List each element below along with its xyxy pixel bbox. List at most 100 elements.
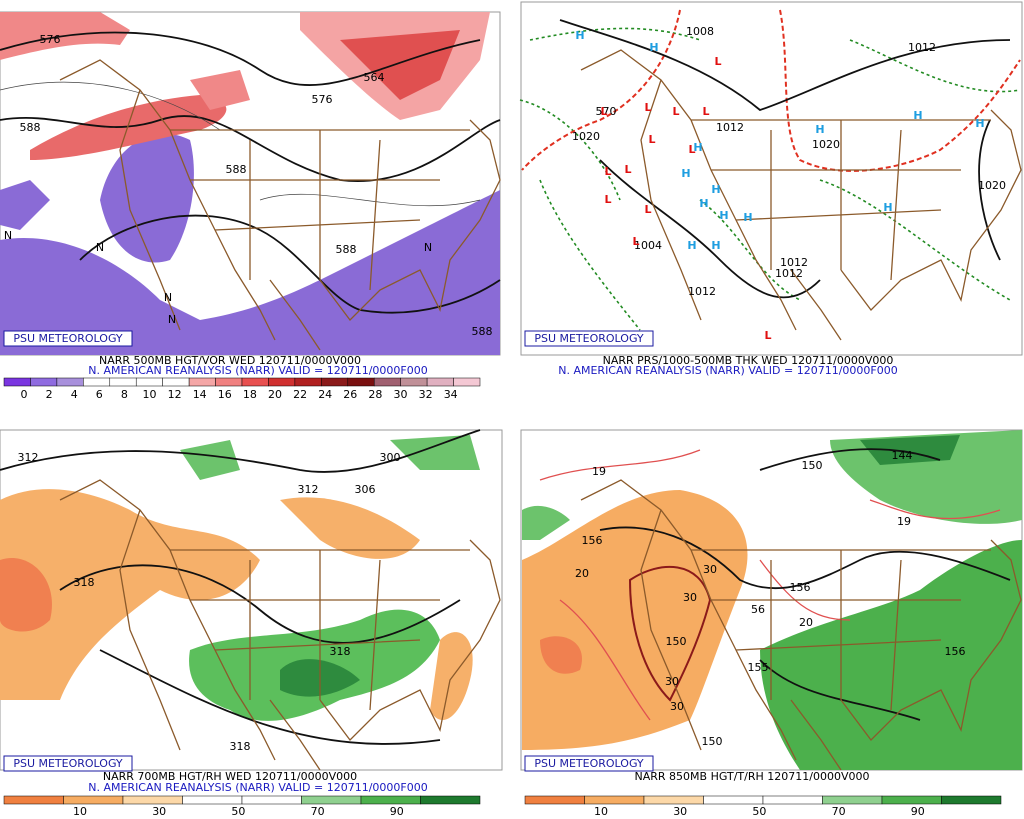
colorbar-segment bbox=[30, 377, 58, 387]
contour-label: 150 bbox=[802, 459, 823, 472]
colorbar-tick-label: 24 bbox=[318, 388, 332, 401]
humidity-area bbox=[180, 435, 480, 480]
colorbar-segment bbox=[321, 377, 349, 387]
colorbar-segment bbox=[3, 795, 64, 805]
contour-label: 318 bbox=[330, 645, 351, 658]
colorbar-tick-label: 4 bbox=[71, 388, 78, 401]
colorbar-tick-label: 32 bbox=[419, 388, 433, 401]
pressure-center: H bbox=[681, 167, 690, 180]
contour-label: N bbox=[164, 291, 172, 304]
colorbar-segment bbox=[182, 795, 243, 805]
colorbar-segment bbox=[360, 795, 421, 805]
colorbar-segment bbox=[162, 377, 190, 387]
colorbar-tick-label: 22 bbox=[293, 388, 307, 401]
panel-700mb bbox=[0, 429, 503, 771]
colorbar-tick-label: 0 bbox=[21, 388, 28, 401]
colorbar-tick-label: 16 bbox=[218, 388, 232, 401]
colorbar-segment bbox=[584, 795, 645, 805]
contour-label: 1012 bbox=[716, 121, 744, 134]
vorticity-area bbox=[0, 180, 50, 230]
colorbar-segment bbox=[703, 795, 764, 805]
colorbar-segment bbox=[881, 795, 942, 805]
colorbar-tick-label: 20 bbox=[268, 388, 282, 401]
colorbar-segment bbox=[643, 795, 704, 805]
map-subtitle: N. AMERICAN REANALYSIS (NARR) VALID = 12… bbox=[88, 364, 428, 377]
pressure-center: H bbox=[687, 239, 696, 252]
contour-label: 312 bbox=[298, 483, 319, 496]
colorbar-tick-label: 10 bbox=[73, 805, 87, 818]
colorbar-tick-label: 30 bbox=[152, 805, 166, 818]
height-contour bbox=[79, 214, 501, 314]
colorbar-segment bbox=[822, 795, 883, 805]
height-contour bbox=[0, 115, 501, 183]
colorbar-segment bbox=[188, 377, 216, 387]
contour-label: N bbox=[96, 241, 104, 254]
panel-vorticity bbox=[0, 11, 501, 356]
colorbar-segment bbox=[109, 377, 137, 387]
logo-box bbox=[524, 330, 654, 347]
colorbar-tick-label: 34 bbox=[444, 388, 458, 401]
pressure-center: H bbox=[699, 197, 708, 210]
colorbar-tick-label: 90 bbox=[911, 805, 925, 818]
logo-box bbox=[3, 755, 133, 772]
contour-label: 30 bbox=[665, 675, 679, 688]
contour-label: 588 bbox=[472, 325, 493, 338]
thickness-contour bbox=[519, 27, 1021, 331]
contour-label: 30 bbox=[670, 700, 684, 713]
panel-thickness bbox=[519, 1, 1023, 356]
humidity-area bbox=[522, 490, 748, 750]
pressure-center: L bbox=[688, 143, 695, 156]
vorticity-area bbox=[30, 95, 227, 160]
logo-box bbox=[3, 330, 133, 347]
pressure-center: L bbox=[714, 55, 721, 68]
contour-label: 588 bbox=[336, 243, 357, 256]
colorbar-segment bbox=[83, 377, 111, 387]
panel-annotations: PSU METEOROLOGY NARR PRS/1000-500MB THK W… bbox=[524, 25, 1006, 377]
colorbar-segment bbox=[135, 377, 163, 387]
colorbar-segment bbox=[241, 377, 269, 387]
humidity-area bbox=[280, 497, 420, 559]
contour-label: 1020 bbox=[978, 179, 1006, 192]
contour-label: 588 bbox=[226, 163, 247, 176]
contour-label: 1008 bbox=[686, 25, 714, 38]
colorbar-segment bbox=[56, 377, 84, 387]
contour-label: 306 bbox=[355, 483, 376, 496]
colorbar-segment bbox=[373, 377, 401, 387]
contour-label: 20 bbox=[575, 567, 589, 580]
colorbar-segment bbox=[426, 377, 454, 387]
pressure-center: H bbox=[711, 183, 720, 196]
humidity-area bbox=[522, 505, 570, 540]
pressure-center: L bbox=[632, 235, 639, 248]
logo: PSU METEOROLOGY bbox=[534, 332, 644, 345]
colorbar-tick-label: 12 bbox=[168, 388, 182, 401]
humidity-area bbox=[760, 540, 1022, 770]
contour-label: 576 bbox=[312, 93, 333, 106]
pressure-center: H bbox=[743, 211, 752, 224]
contour-label: 150 bbox=[666, 635, 687, 648]
pressure-center: H bbox=[649, 41, 658, 54]
pressure-center: L bbox=[624, 163, 631, 176]
contour-label: 19 bbox=[592, 465, 606, 478]
colorbar-segment bbox=[268, 377, 296, 387]
colorbar-segment bbox=[347, 377, 375, 387]
vorticity-area bbox=[0, 190, 500, 355]
contour-label: N bbox=[168, 313, 176, 326]
logo: PSU METEOROLOGY bbox=[13, 332, 123, 345]
contour-label: 1012 bbox=[688, 285, 716, 298]
contour-label: 30 bbox=[683, 591, 697, 604]
colorbar-tick-label: 8 bbox=[121, 388, 128, 401]
pressure-center: L bbox=[702, 105, 709, 118]
contour-label: 1020 bbox=[812, 138, 840, 151]
colorbar-segment bbox=[762, 795, 823, 805]
temperature-contour bbox=[539, 449, 1001, 721]
colorbar-segment bbox=[241, 795, 302, 805]
contour-label: 318 bbox=[74, 576, 95, 589]
colorbar-segment bbox=[524, 795, 585, 805]
pressure-contour bbox=[559, 19, 1011, 299]
colorbar-tick-label: 50 bbox=[752, 805, 766, 818]
colorbar-tick-label: 70 bbox=[311, 805, 325, 818]
